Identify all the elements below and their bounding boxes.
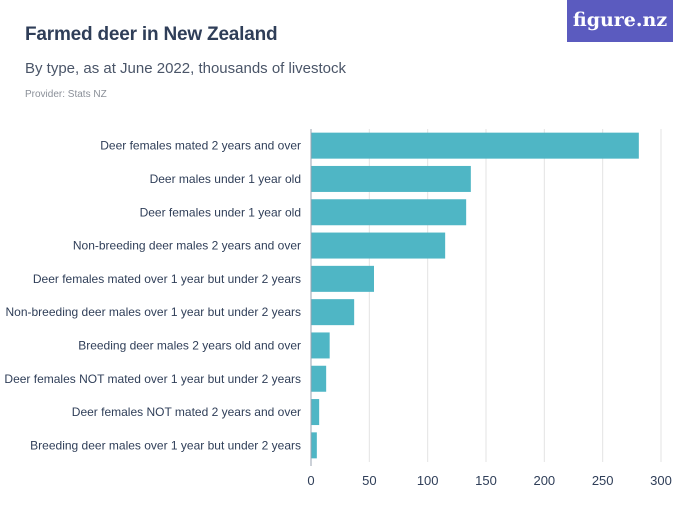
provider-note: Provider: Stats NZ [25,89,107,100]
category-label: Non-breeding deer males 2 years and over [73,239,301,253]
category-label: Breeding deer males 2 years old and over [78,338,301,352]
category-label: Deer females mated 2 years and over [100,139,301,153]
x-tick-label: 100 [417,473,439,488]
category-label: Deer females NOT mated over 1 year but u… [4,372,301,386]
bar [311,265,374,292]
bar [311,199,467,226]
x-tick-label: 200 [533,473,555,488]
bar [311,165,471,192]
bar [311,232,446,259]
category-label: Deer males under 1 year old [150,172,301,186]
category-label: Non-breeding deer males over 1 year but … [6,305,302,319]
bar [311,365,327,392]
x-tick-label: 250 [592,473,614,488]
chart-subtitle: By type, as at June 2022, thousands of l… [25,60,347,77]
bar [311,432,317,459]
figure-nz-logo[interactable]: figure.nz [567,0,673,42]
category-label: Deer females NOT mated 2 years and over [72,405,301,419]
x-tick-label: 300 [650,473,672,488]
chart-title: Farmed deer in New Zealand [25,24,278,45]
bar [311,332,330,359]
category-label: Breeding deer males over 1 year but unde… [30,438,301,452]
category-label: Deer females under 1 year old [140,205,301,219]
bar [311,132,639,159]
x-tick-label: 50 [362,473,376,488]
bar [311,299,355,326]
category-label: Deer females mated over 1 year but under… [33,272,301,286]
x-tick-label: 150 [475,473,497,488]
x-tick-label: 0 [307,473,314,488]
bar [311,399,320,426]
